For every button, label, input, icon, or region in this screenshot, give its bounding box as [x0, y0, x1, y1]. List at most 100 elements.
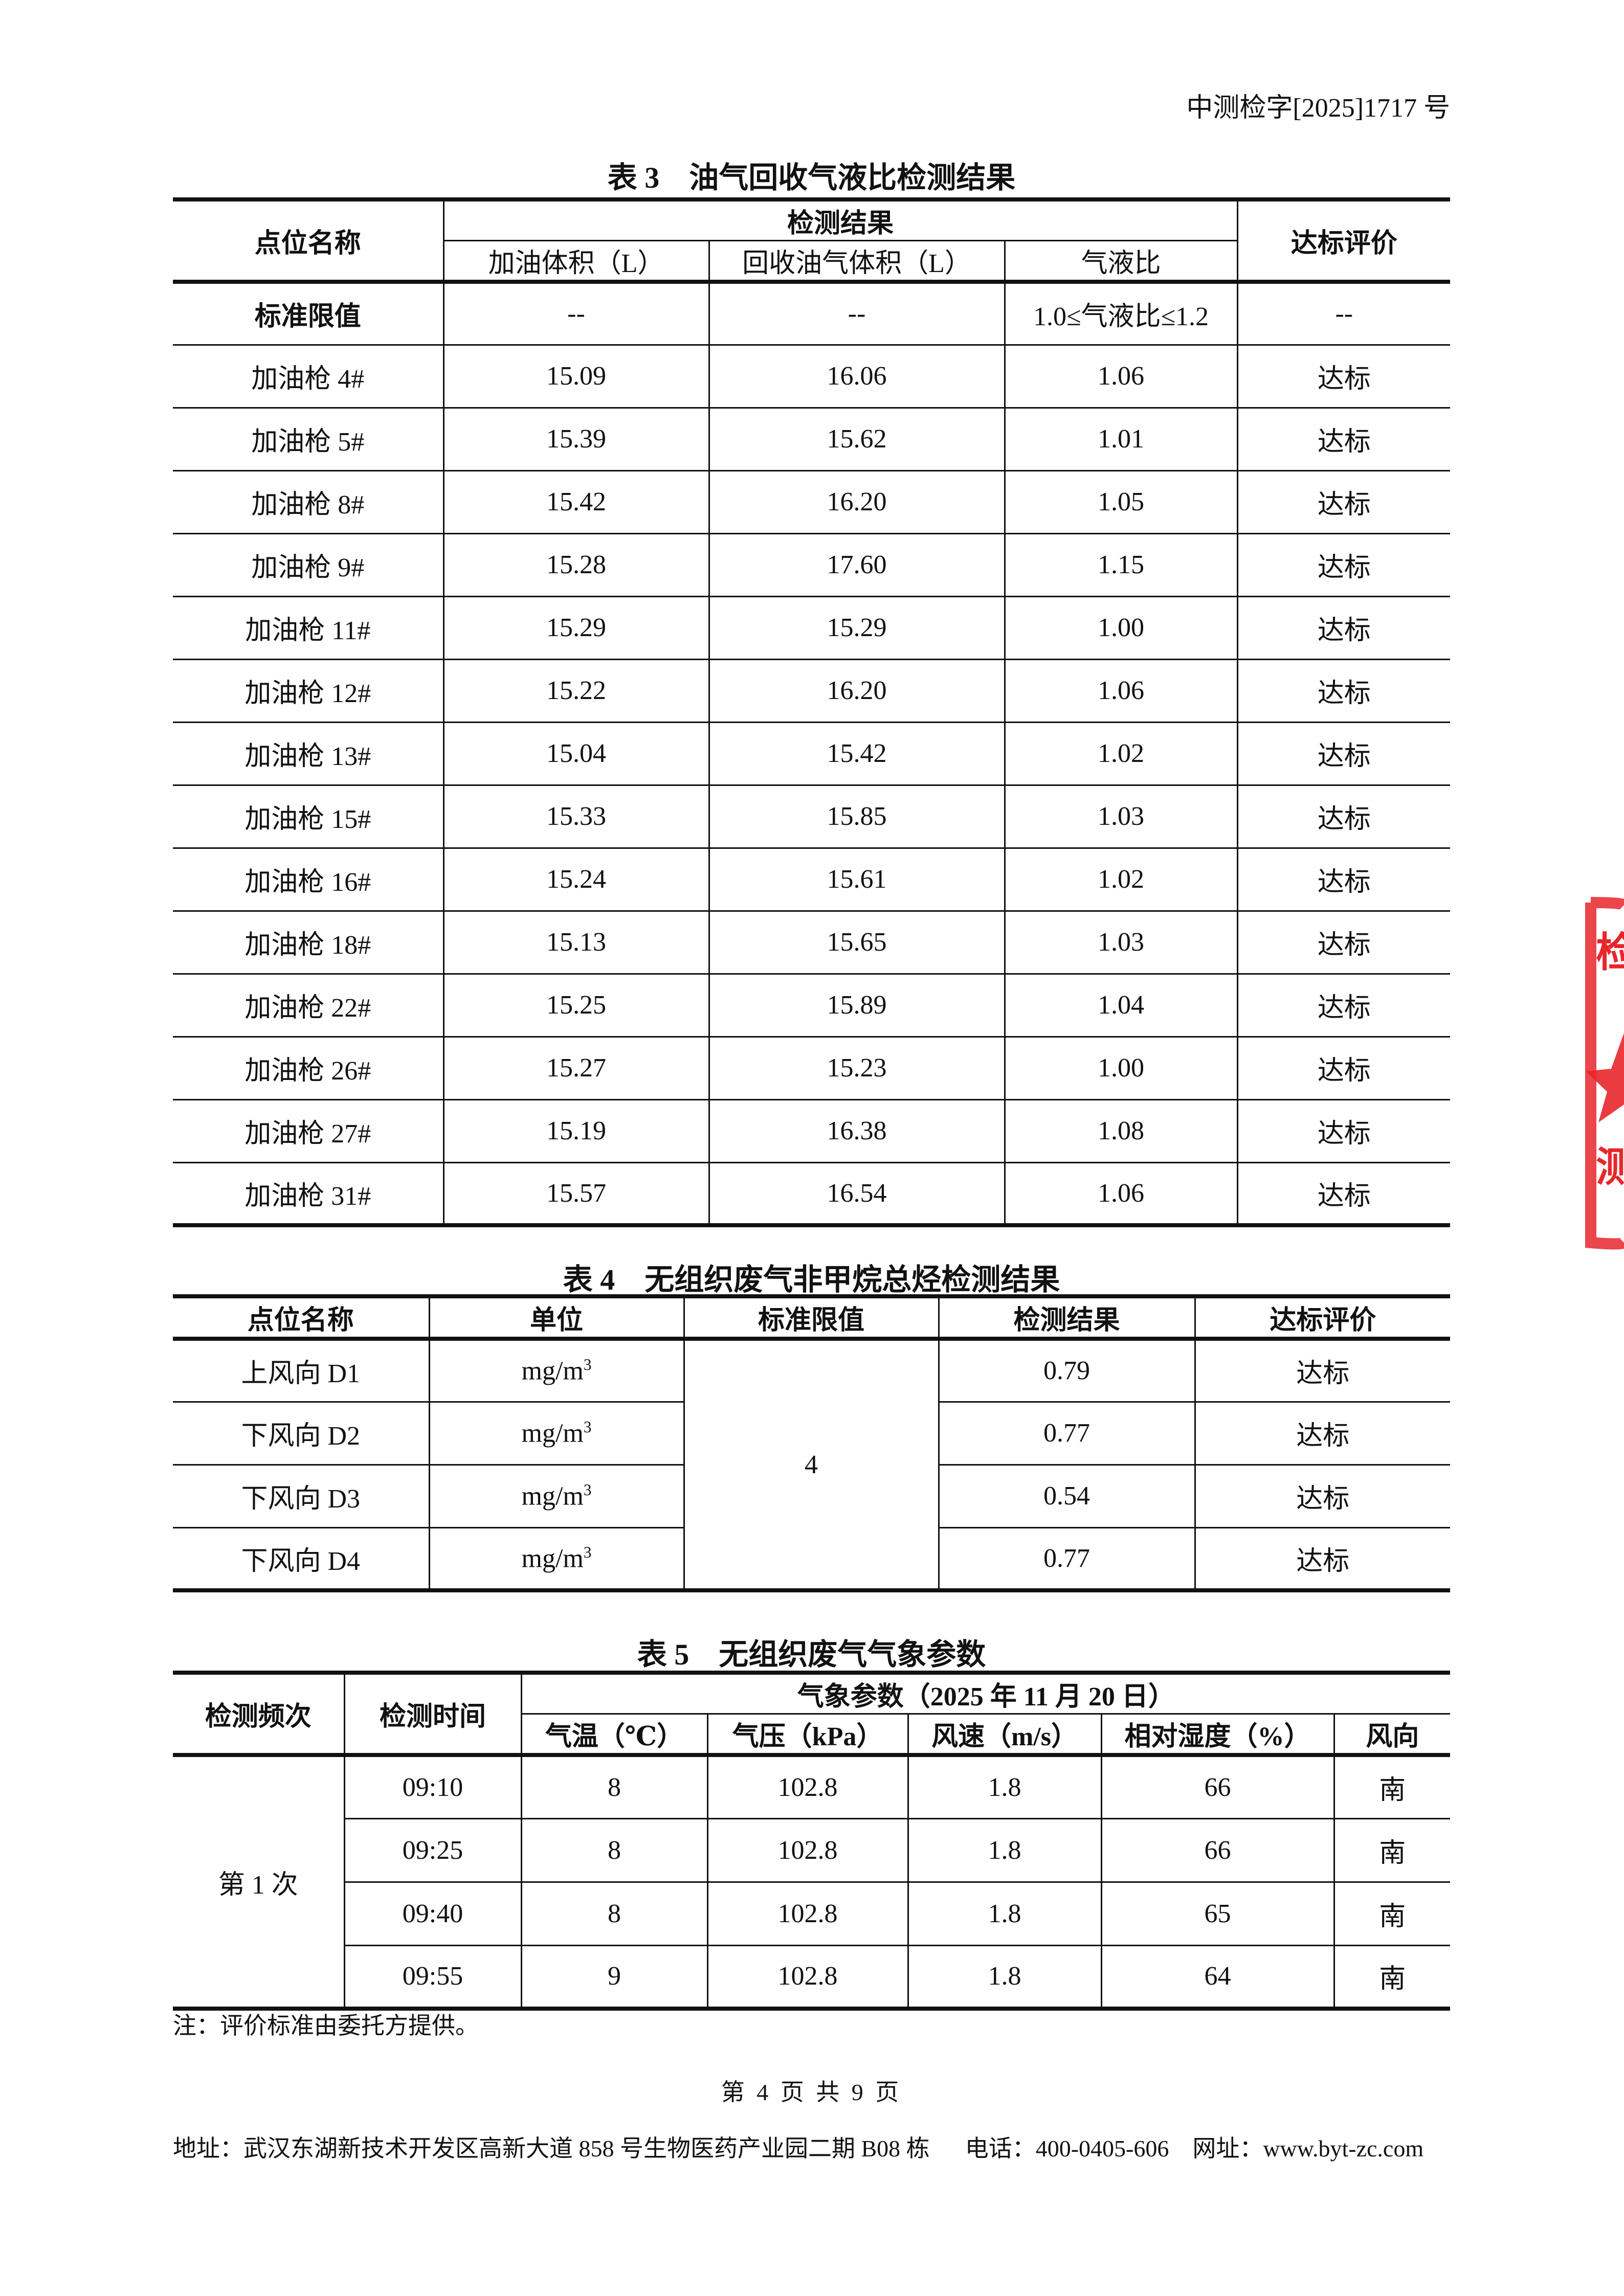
- unit: mg/m3: [428, 1464, 685, 1528]
- table-row: 加油枪 13# 15.04 15.42 1.02 达标: [173, 721, 1451, 786]
- nozzle-name: 加油枪 15#: [173, 784, 444, 849]
- fuel-volume: 15.13: [442, 910, 710, 975]
- unit: mg/m3: [428, 1338, 685, 1403]
- evaluation: 达标: [1236, 721, 1451, 786]
- vapor-volume: 15.61: [708, 847, 1006, 912]
- gas-liquid-ratio: 1.03: [1004, 784, 1238, 849]
- table-row: 加油枪 4# 15.09 16.06 1.06 达标: [173, 344, 1451, 409]
- gas-liquid-ratio-table: 点位名称 检测结果 达标评价 加油体积（L） 回收油气体积（L） 气液比 标准限…: [173, 197, 1451, 1227]
- vapor-volume: 16.20: [708, 469, 1006, 534]
- nozzle-name: 加油枪 8#: [173, 469, 444, 534]
- unit-exponent: 3: [583, 1543, 592, 1561]
- humidity: 66: [1100, 1754, 1335, 1819]
- table-row: 加油枪 8# 15.42 16.20 1.05 达标: [173, 469, 1451, 534]
- header-ratio: 气液比: [1004, 240, 1238, 284]
- header-fuel-volume: 加油体积（L）: [443, 240, 710, 284]
- fuel-volume: 15.22: [442, 658, 710, 723]
- wind-speed: 1.8: [907, 1817, 1102, 1883]
- nozzle-name: 加油枪 18#: [173, 910, 444, 975]
- table-row: 加油枪 11# 15.29 15.29 1.00 达标: [173, 595, 1451, 660]
- evaluation: 达标: [1236, 407, 1451, 471]
- point-name: 下风向 D4: [173, 1526, 430, 1592]
- fuel-volume: 15.19: [442, 1098, 710, 1163]
- result: 0.54: [938, 1464, 1196, 1528]
- gas-liquid-ratio: 1.00: [1004, 1036, 1238, 1100]
- temperature: 9: [520, 1944, 708, 2011]
- gas-liquid-ratio: 1.05: [1004, 469, 1238, 534]
- point-name: 下风向 D2: [173, 1401, 430, 1466]
- document-number: 中测检字[2025]1717 号: [1186, 94, 1450, 123]
- table-row: 加油枪 16# 15.24 15.61 1.02 达标: [173, 847, 1451, 912]
- humidity: 65: [1100, 1881, 1335, 1946]
- point-name: 下风向 D3: [173, 1464, 430, 1528]
- table5-title: 表 5 无组织废气气象参数: [637, 1638, 986, 1671]
- pressure: 102.8: [706, 1881, 909, 1946]
- wind-direction: 南: [1333, 1754, 1451, 1819]
- evaluation: 达标: [1194, 1338, 1450, 1403]
- footer-address: 地址：武汉东湖新技术开发区高新大道 858 号生物医药产业园二期 B08 栋: [173, 2135, 930, 2162]
- nozzle-name: 加油枪 5#: [173, 407, 444, 471]
- nozzle-name: 加油枪 27#: [173, 1098, 444, 1163]
- gas-liquid-ratio: 1.02: [1004, 721, 1238, 786]
- vapor-volume: 17.60: [708, 532, 1006, 597]
- page-number: 第 4 页 共 9 页: [721, 2079, 902, 2105]
- table-row: 09:25 8 102.8 1.8 66 南: [173, 1817, 1451, 1883]
- evaluation: 达标: [1236, 910, 1451, 975]
- pressure: 102.8: [706, 1817, 909, 1883]
- header-humidity: 相对湿度（%）: [1100, 1713, 1335, 1757]
- evaluation: 达标: [1236, 1098, 1451, 1163]
- footer-website: 网址：www.byt-zc.com: [1192, 2135, 1424, 2162]
- header-temperature: 气温（℃）: [521, 1713, 708, 1757]
- evaluation: 达标: [1236, 344, 1451, 409]
- header-wind-direction: 风向: [1333, 1713, 1451, 1757]
- unit-base: mg/m: [521, 1481, 584, 1511]
- fuel-volume: 15.25: [442, 973, 710, 1038]
- time: 09:10: [343, 1754, 522, 1819]
- header-results: 检测结果: [442, 197, 1238, 241]
- evaluation: 达标: [1194, 1526, 1450, 1592]
- table-row: 加油枪 27# 15.19 16.38 1.08 达标: [173, 1098, 1451, 1163]
- evaluation: 达标: [1194, 1464, 1450, 1528]
- gas-liquid-ratio: 1.06: [1004, 344, 1238, 409]
- wind-direction: 南: [1333, 1944, 1451, 2011]
- header-wind-speed: 风速（m/s）: [907, 1713, 1102, 1757]
- evaluation: 达标: [1236, 469, 1451, 534]
- header-time: 检测时间: [343, 1671, 522, 1757]
- fuel-volume: 15.33: [442, 784, 710, 849]
- header-eval: 达标评价: [1194, 1294, 1450, 1341]
- temperature: 8: [520, 1754, 708, 1819]
- evaluation: 达标: [1194, 1401, 1450, 1466]
- header-result: 检测结果: [938, 1294, 1196, 1341]
- vapor-volume: 15.89: [708, 973, 1006, 1038]
- evaluation: 达标: [1236, 1161, 1451, 1227]
- fuel-volume: 15.09: [442, 344, 710, 409]
- nozzle-name: 加油枪 26#: [173, 1036, 444, 1100]
- nozzle-name: 加油枪 11#: [173, 595, 444, 660]
- nozzle-name: 加油枪 31#: [173, 1161, 444, 1227]
- fuel-volume: 15.29: [442, 595, 710, 660]
- fuel-volume: 15.39: [442, 407, 710, 471]
- nozzle-name: 加油枪 9#: [173, 532, 444, 597]
- vapor-volume: 16.38: [708, 1098, 1006, 1163]
- svg-text:检: 检: [1596, 929, 1624, 976]
- unit-base: mg/m: [521, 1356, 584, 1386]
- nozzle-name: 加油枪 4#: [173, 344, 444, 409]
- nozzle-name: 加油枪 16#: [173, 847, 444, 912]
- table-row: 下风向 D4 mg/m3 0.77 达标: [173, 1526, 1450, 1592]
- gas-liquid-ratio: 1.06: [1004, 1161, 1238, 1227]
- vapor-volume: 15.65: [708, 910, 1006, 975]
- gas-liquid-ratio: 1.06: [1004, 658, 1238, 723]
- temperature: 8: [520, 1817, 708, 1883]
- nmhc-table: 点位名称 单位 标准限值 检测结果 达标评价 上风向 D1 mg/m3 4 0.79 达…: [173, 1294, 1450, 1592]
- humidity: 64: [1100, 1944, 1335, 2011]
- gas-liquid-ratio: 1.01: [1004, 407, 1238, 471]
- vapor-volume: 15.62: [708, 407, 1006, 471]
- evaluation: 达标: [1236, 595, 1451, 660]
- table-row: 第 1 次 09:10 8 102.8 1.8 66 南: [173, 1754, 1451, 2011]
- vapor-volume: 15.23: [708, 1036, 1006, 1100]
- vapor-volume: 16.06: [708, 344, 1006, 409]
- unit-exponent: 3: [583, 1417, 592, 1436]
- table4-title: 表 4 无组织废气非甲烷总烃检测结果: [563, 1263, 1060, 1296]
- table3-title: 表 3 油气回收气液比检测结果: [607, 161, 1016, 194]
- evaluation: 达标: [1236, 973, 1451, 1038]
